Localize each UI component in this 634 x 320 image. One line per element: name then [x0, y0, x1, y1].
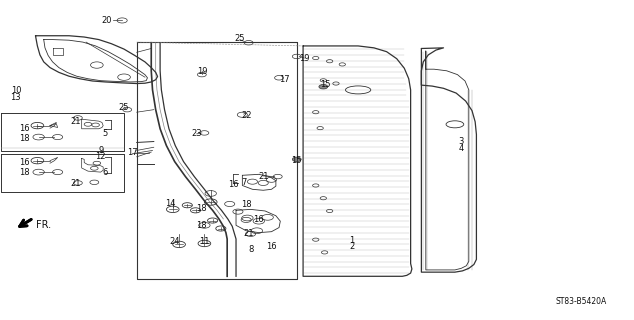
- Text: 13: 13: [11, 93, 21, 102]
- Text: 18: 18: [197, 204, 207, 213]
- Text: 18: 18: [197, 221, 207, 230]
- FancyArrowPatch shape: [20, 220, 31, 227]
- Text: 15: 15: [292, 156, 302, 164]
- Text: 15: 15: [320, 80, 330, 89]
- Text: 7: 7: [242, 179, 247, 188]
- Text: 16: 16: [228, 180, 239, 189]
- Text: 4: 4: [458, 144, 464, 153]
- Text: 25: 25: [235, 35, 245, 44]
- Text: 18: 18: [241, 200, 252, 209]
- Text: 14: 14: [165, 199, 176, 208]
- Text: 18: 18: [20, 134, 30, 143]
- Text: 19: 19: [299, 53, 309, 62]
- Text: 25: 25: [119, 103, 129, 112]
- Text: 9: 9: [98, 146, 103, 155]
- Text: 12: 12: [95, 152, 106, 161]
- Text: 16: 16: [266, 242, 277, 251]
- Text: 24: 24: [169, 237, 180, 246]
- Text: 16: 16: [20, 158, 30, 167]
- Circle shape: [292, 157, 301, 162]
- Text: 23: 23: [191, 129, 202, 138]
- Text: 10: 10: [11, 86, 21, 95]
- Text: 21: 21: [70, 180, 81, 188]
- Text: 17: 17: [279, 75, 289, 84]
- Text: 21: 21: [70, 116, 81, 126]
- Text: 16: 16: [20, 124, 30, 133]
- Text: 6: 6: [102, 168, 108, 177]
- Text: 20: 20: [101, 16, 112, 25]
- Text: 5: 5: [103, 129, 108, 138]
- Text: 8: 8: [248, 245, 253, 254]
- Text: 21: 21: [258, 172, 268, 181]
- Text: 11: 11: [199, 237, 210, 246]
- Text: 1: 1: [349, 236, 354, 245]
- Text: 21: 21: [243, 229, 254, 238]
- Text: 16: 16: [254, 215, 264, 224]
- Text: 19: 19: [197, 67, 207, 76]
- Text: 2: 2: [349, 242, 354, 251]
- Text: FR.: FR.: [36, 220, 51, 230]
- Circle shape: [319, 84, 328, 89]
- Text: ST83-B5420A: ST83-B5420A: [555, 297, 607, 306]
- Text: 22: 22: [241, 111, 252, 120]
- Text: 17: 17: [127, 148, 138, 157]
- Text: 18: 18: [20, 168, 30, 177]
- Text: 3: 3: [458, 137, 464, 146]
